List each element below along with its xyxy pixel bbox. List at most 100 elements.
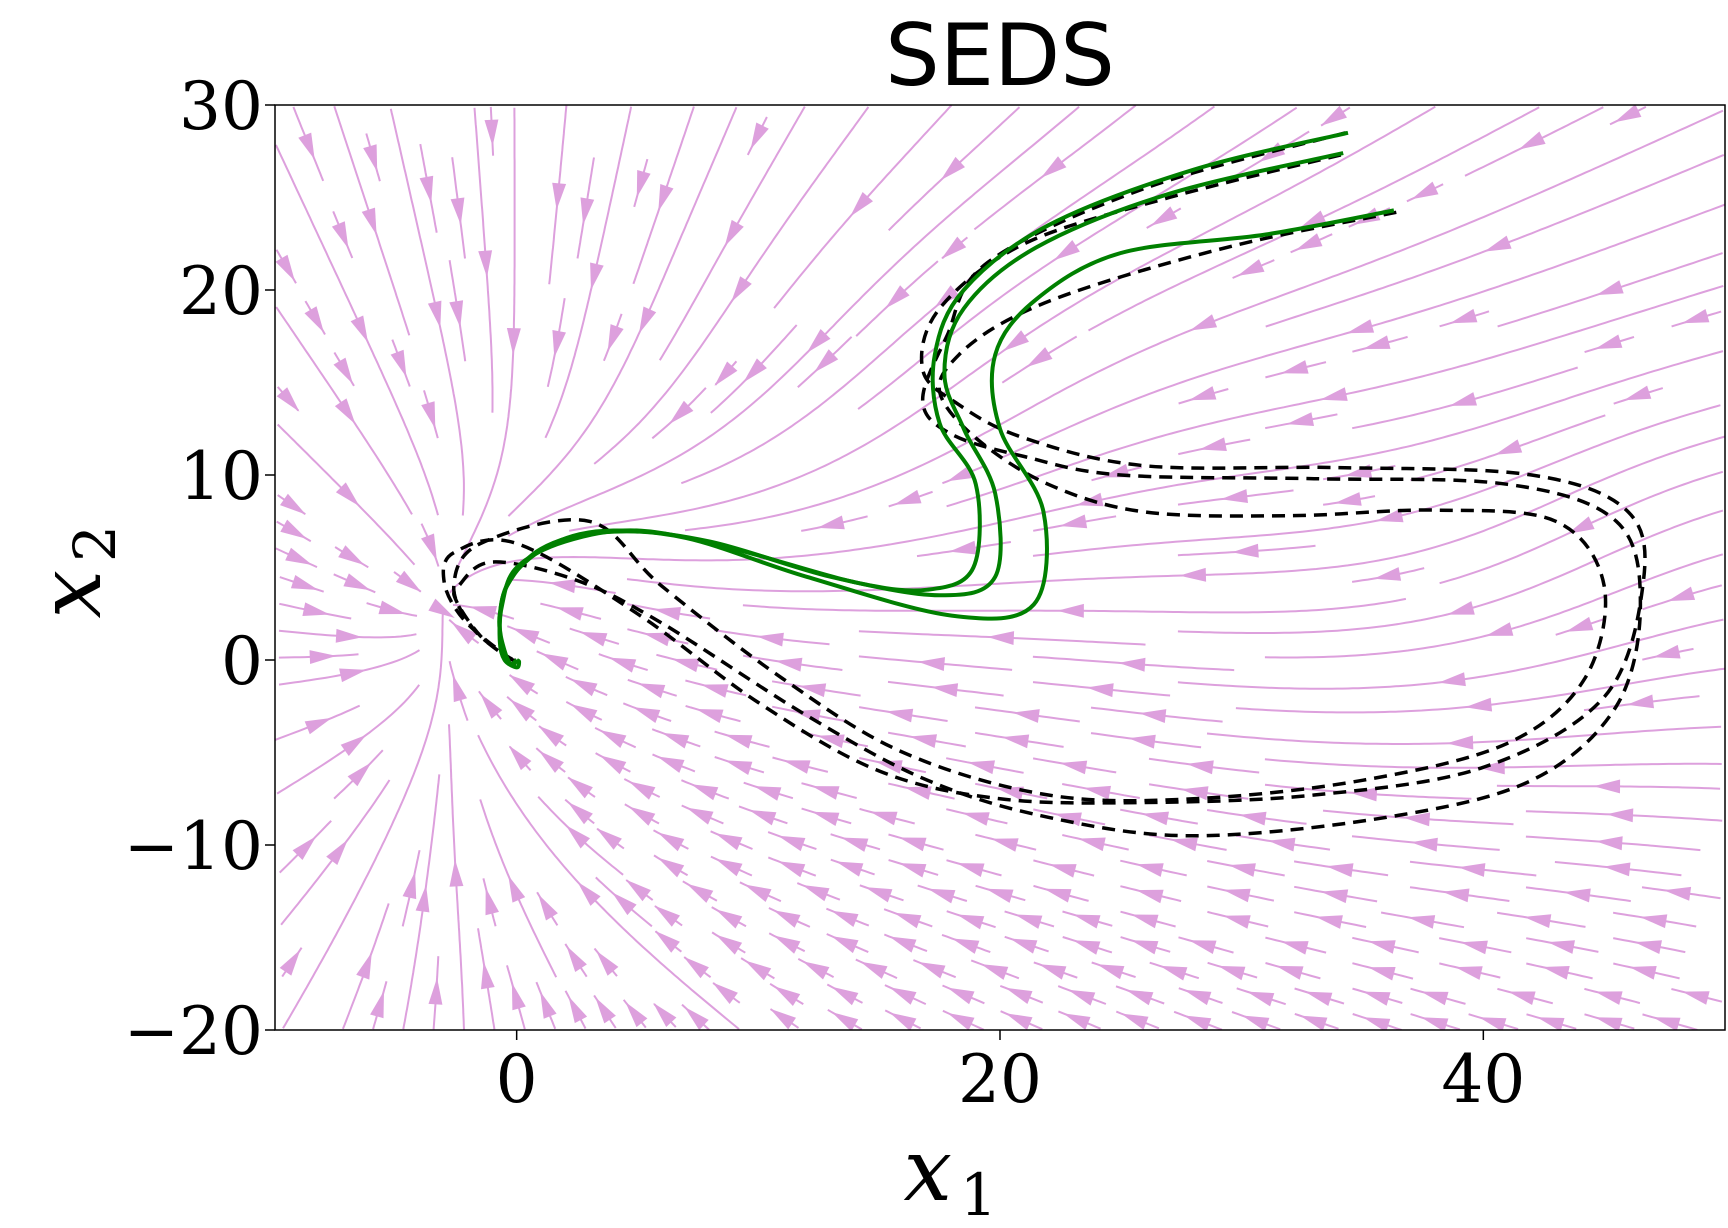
streamline-arrow (579, 631, 608, 647)
streamline-arrow (481, 962, 495, 990)
streamline-arrow (590, 262, 604, 290)
streamline-arrow (1218, 965, 1246, 981)
streamline-arrow (1563, 888, 1591, 903)
y-axis-label: x (21, 570, 121, 619)
streamline-arrow (773, 935, 801, 954)
streamline-arrow (712, 982, 738, 1004)
y-axis-ticks: −20 −10 0 10 20 30 (124, 68, 275, 1070)
streamline-arrow (1003, 330, 1029, 351)
streamline-arrow (1606, 808, 1634, 823)
streamline-arrow (335, 628, 363, 643)
streamline-arrow (1465, 697, 1493, 712)
streamline-arrow (567, 777, 593, 799)
streamline-arrow (427, 300, 442, 328)
streamline-arrow (580, 197, 595, 225)
streamline-arrow (865, 887, 893, 903)
streamline-arrow (1442, 888, 1470, 903)
streamline-arrow (696, 709, 724, 723)
streamline-arrow (1565, 616, 1594, 632)
streamline-arrow (1281, 360, 1309, 374)
streamline-arrow (1305, 991, 1333, 1006)
streamline-arrow (684, 1006, 709, 1030)
streamline-arrow (1494, 439, 1523, 455)
streamline-arrow (701, 684, 729, 698)
streamline-arrow (538, 894, 558, 921)
streamline-arrow (653, 607, 682, 621)
streamline-arrow (566, 945, 587, 972)
streamline-arrow (1373, 567, 1402, 581)
streamline-arrow (714, 361, 738, 386)
streamline-arrow (812, 811, 840, 826)
streamline-arrow (1141, 811, 1169, 826)
streamline-arrow (511, 982, 526, 1011)
x-tick-label: 0 (496, 1041, 538, 1118)
streamline-arrow (1189, 940, 1217, 954)
streamline-arrow (949, 540, 977, 555)
streamline-arrow (778, 835, 806, 852)
streamline-arrow (1639, 914, 1668, 929)
streamline-arrow (478, 250, 493, 278)
streamline-arrow (1537, 1017, 1565, 1030)
streamline-arrow (775, 657, 803, 672)
streamline-arrow (1068, 989, 1096, 1006)
streamline-arrow (715, 934, 743, 955)
streamline-arrow (1421, 991, 1449, 1006)
streamline (457, 107, 516, 567)
streamline-arrow (596, 828, 622, 850)
streamline-arrow (1653, 644, 1681, 659)
streamline-arrow (1595, 991, 1623, 1005)
streamline-arrow (1059, 760, 1088, 775)
streamline-arrow (450, 197, 465, 225)
streamline-arrow (636, 170, 651, 198)
streamline-arrow (1281, 941, 1309, 955)
chart-title: SEDS (885, 6, 1115, 106)
streamline-arrow (1118, 657, 1146, 672)
streamline-arrow (304, 306, 324, 333)
streamline-arrow (1595, 1017, 1623, 1030)
streamline-arrow (643, 632, 671, 647)
streamline-arrow (565, 825, 590, 849)
streamline-arrow (570, 679, 598, 697)
streamline-arrow (753, 786, 782, 801)
streamline-arrow (1015, 914, 1043, 929)
streamline (477, 734, 740, 1030)
streamline-arrow (662, 732, 690, 749)
streamline (507, 106, 1080, 537)
streamline-arrow (334, 398, 356, 425)
streamline-arrow (962, 812, 990, 826)
y-tick-label: 20 (179, 253, 263, 330)
streamline-arrow (1049, 864, 1077, 878)
streamline-arrow (556, 607, 584, 621)
streamline-arrow (451, 622, 477, 645)
streamline-arrow (715, 833, 743, 851)
streamline-arrow (927, 888, 956, 904)
streamline-arrow (1663, 886, 1692, 901)
streamline-arrow (508, 875, 526, 903)
streamline-arrow (889, 1012, 917, 1030)
streamline-arrow (302, 602, 330, 616)
streamline-arrow (1300, 1015, 1328, 1030)
streamline-arrow (1242, 1015, 1270, 1030)
streamline-arrow (798, 683, 827, 698)
streamline-arrow (1189, 314, 1218, 331)
streamline-arrow (1595, 334, 1623, 349)
streamline-arrow (1485, 622, 1514, 636)
streamline (544, 106, 633, 439)
streamline-arrow (1097, 964, 1125, 980)
streamline-arrow (850, 192, 873, 217)
streamline-arrow (783, 760, 811, 774)
streamline-arrow (1237, 259, 1265, 276)
streamline-arrow (596, 950, 619, 976)
streamline-arrows (275, 105, 1710, 1030)
streamline-arrow (363, 144, 378, 172)
streamline-arrow (831, 910, 859, 927)
streamline-arrow (991, 838, 1019, 852)
streamline-arrow (548, 579, 576, 594)
streamline-arrow (904, 786, 932, 800)
streamline-arrow (1073, 914, 1101, 929)
streamline-arrow (947, 987, 975, 1005)
streamline-arrow (1131, 914, 1159, 929)
streamline-arrow (1078, 837, 1106, 852)
streamline-arrow (275, 254, 295, 282)
